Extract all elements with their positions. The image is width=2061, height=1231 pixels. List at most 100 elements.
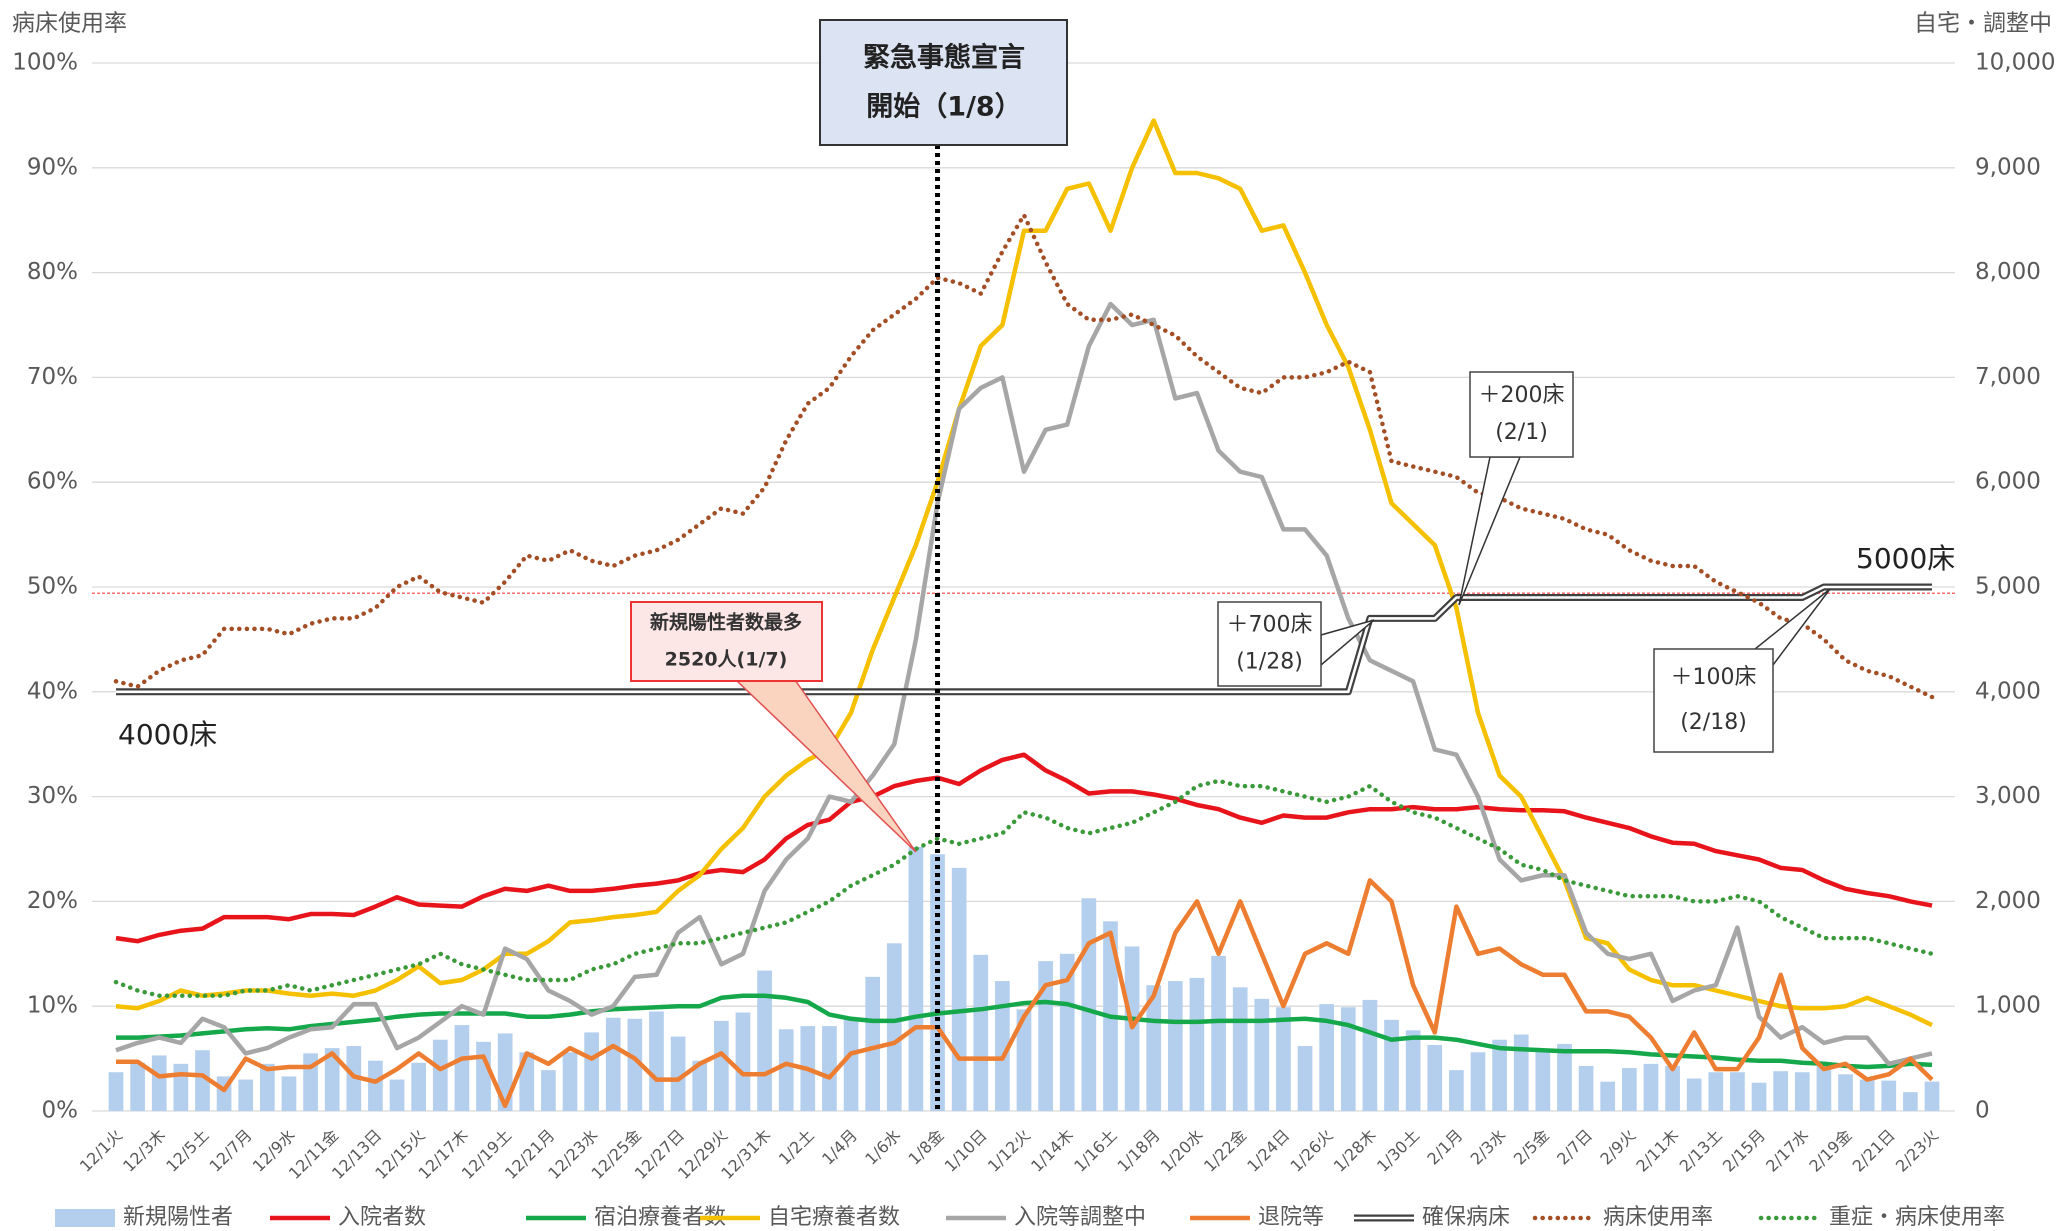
bar	[1773, 1071, 1789, 1111]
bar	[822, 1026, 837, 1111]
y2-axis-title: 自宅・調整中	[1914, 11, 2052, 37]
bar	[1513, 1034, 1529, 1111]
legend-label: 病床使用率	[1603, 1205, 1713, 1230]
bar	[1038, 961, 1053, 1111]
x-tick-label: 1/12火	[984, 1126, 1034, 1176]
x-tick-label: 2/15月	[1719, 1126, 1769, 1176]
bar	[1297, 1046, 1313, 1111]
x-tick-label: 1/26火	[1287, 1126, 1337, 1176]
y-tick-label: 30%	[27, 783, 78, 809]
annotation-box	[1469, 371, 1574, 458]
bar	[541, 1070, 556, 1111]
bar	[713, 1020, 729, 1111]
annotation-text: 開始（1/8）	[866, 91, 1021, 123]
annotation-text: ＋100床	[1671, 665, 1757, 690]
y2-tick-label: 1,000	[1975, 993, 2041, 1019]
y-tick-label: 0%	[42, 1098, 79, 1124]
bar	[1167, 981, 1183, 1111]
x-tick-label: 1/20水	[1157, 1126, 1207, 1176]
annotation-text: ＋200床	[1479, 383, 1565, 408]
legend-label: 退院等	[1258, 1205, 1324, 1230]
y2-tick-label: 10,000	[1975, 50, 2055, 76]
bar	[389, 1079, 405, 1111]
x-tick-label: 2/7日	[1553, 1126, 1596, 1169]
annotation-box	[819, 19, 1068, 146]
y-tick-label: 50%	[27, 574, 78, 600]
bar	[1881, 1080, 1897, 1111]
line	[115, 118, 1933, 1028]
bar	[1362, 999, 1378, 1111]
bar	[1470, 1052, 1486, 1111]
annotation-box	[1217, 601, 1322, 687]
annotation-text: (2/1)	[1495, 420, 1548, 445]
bar	[151, 1055, 167, 1111]
annotation-box	[630, 601, 823, 682]
bar	[670, 1036, 686, 1111]
bar	[843, 1018, 859, 1111]
y-tick-label: 20%	[27, 888, 78, 914]
x-tick-label: 2/5金	[1510, 1126, 1553, 1169]
x-tick-label: 2/11木	[1632, 1126, 1682, 1176]
bar	[930, 854, 945, 1111]
bar	[778, 1029, 794, 1111]
y-tick-label: 80%	[27, 259, 78, 285]
line-double-inner	[116, 585, 1932, 694]
bar	[1384, 1019, 1399, 1111]
x-tick-label: 12/5土	[162, 1126, 212, 1176]
legend-label: 入院等調整中	[1014, 1205, 1146, 1230]
bar	[1903, 1092, 1918, 1111]
bar	[130, 1062, 145, 1111]
y-tick-label: 70%	[27, 364, 78, 390]
callout-pointer	[734, 679, 917, 853]
bar	[1859, 1079, 1875, 1111]
bar	[1081, 898, 1097, 1111]
bar	[757, 970, 772, 1111]
bar	[411, 1062, 427, 1111]
x-tick-label: 2/19金	[1805, 1126, 1855, 1176]
bar	[173, 1063, 189, 1111]
x-tick-label: 1/10日	[941, 1126, 991, 1176]
bar	[584, 1032, 599, 1111]
annotation-text: 新規陽性者数最多	[650, 611, 802, 634]
bar	[476, 1041, 491, 1111]
bar	[995, 981, 1010, 1111]
x-tick-label: 1/4月	[818, 1126, 861, 1169]
y2-tick-label: 2,000	[1975, 888, 2041, 914]
annotation-text: (1/28)	[1236, 649, 1303, 674]
legend-label: 入院者数	[338, 1205, 426, 1230]
annotation-text: 5000床	[1856, 542, 1955, 575]
line	[115, 752, 1933, 944]
bar	[1276, 1007, 1291, 1111]
legend-label: 確保病床	[1422, 1205, 1510, 1230]
bar	[1427, 1044, 1443, 1111]
bar	[649, 1011, 664, 1111]
y-tick-label: 60%	[27, 469, 78, 495]
bar	[1924, 1081, 1940, 1111]
bar	[324, 1048, 340, 1111]
y2-tick-label: 9,000	[1975, 154, 2041, 180]
y-tick-label: 100%	[12, 50, 78, 76]
bar	[951, 867, 967, 1111]
y2-tick-label: 5,000	[1975, 574, 2041, 600]
bar	[1578, 1065, 1594, 1111]
line	[116, 993, 1933, 1070]
legend-label: 自宅療養者数	[768, 1205, 900, 1230]
line	[115, 301, 1933, 1067]
bar	[605, 1017, 621, 1111]
bar	[281, 1076, 297, 1111]
line	[116, 878, 1934, 1109]
x-tick-label: 12/3木	[119, 1126, 169, 1176]
bar	[1816, 1063, 1832, 1111]
bar	[1838, 1074, 1853, 1111]
bar	[368, 1060, 383, 1111]
x-tick-label: 1/2土	[775, 1126, 818, 1169]
x-tick-label: 1/28木	[1330, 1126, 1380, 1176]
bar	[432, 1039, 448, 1111]
bar	[1016, 1009, 1032, 1111]
x-tick-label: 12/7月	[206, 1126, 256, 1176]
legend-swatch	[55, 1209, 115, 1227]
bar	[1449, 1070, 1464, 1111]
y2-tick-label: 3,000	[1975, 783, 2041, 809]
y-tick-label: 10%	[27, 993, 78, 1019]
